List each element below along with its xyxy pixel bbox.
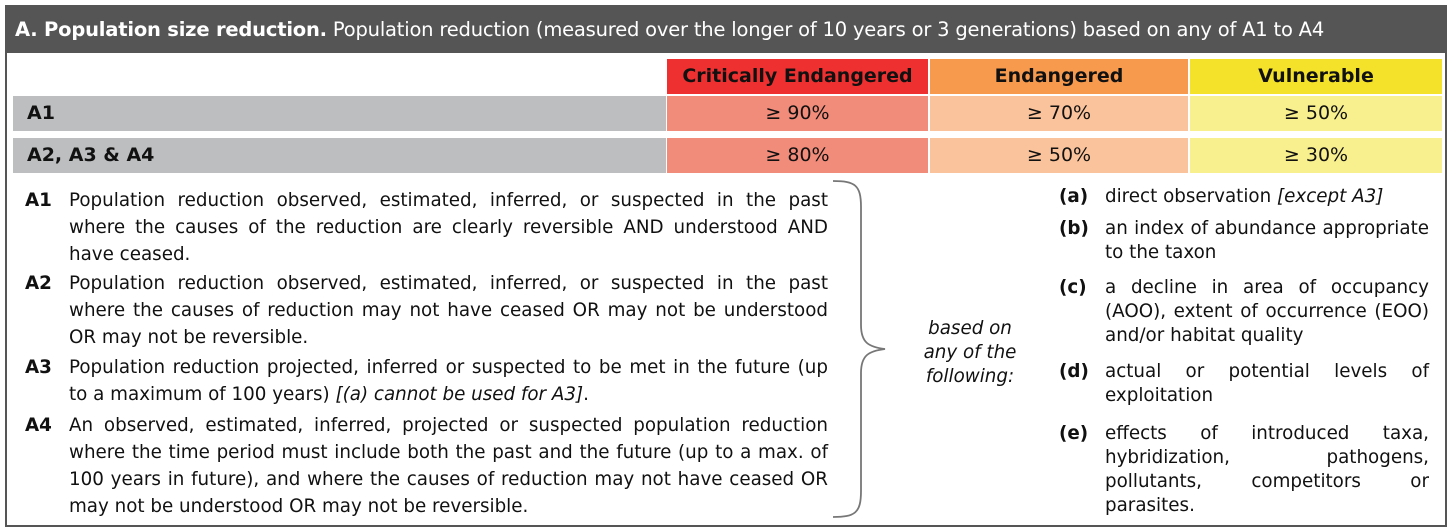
row-label-a2-a4: A2, A3 & A4	[13, 138, 666, 173]
based-on-line: any of the	[923, 342, 1017, 363]
definition-note: [(a) cannot be used for A3]	[335, 384, 584, 405]
factor-code: (d)	[1059, 361, 1089, 382]
definition-a3: A3 Population reduction projected, infer…	[25, 354, 828, 408]
definition-text: Population reduction projected, inferred…	[69, 357, 828, 405]
panel-title-text: Population reduction (measured over the …	[326, 18, 1325, 41]
definition-a2: A2 Population reduction observed, estima…	[25, 270, 828, 351]
factor-text: effects of introduced taxa, hybridizatio…	[1105, 423, 1429, 516]
panel-title: A. Population size reduction. Population…	[7, 7, 1445, 53]
factor-code: (a)	[1059, 186, 1089, 207]
factor-c: (c) a decline in area of occupancy (AOO)…	[1059, 276, 1429, 348]
threshold-a1-en: ≥ 70%	[930, 96, 1188, 131]
factor-b: (b) an index of abundance appropriate to…	[1059, 217, 1429, 265]
panel-title-bold: A. Population size reduction.	[15, 18, 327, 41]
factor-text: a decline in area of occupancy (AOO), ex…	[1105, 277, 1429, 346]
factor-code: (e)	[1059, 423, 1089, 444]
header-critically-endangered: Critically Endangered	[667, 59, 928, 94]
threshold-a1-cr: ≥ 90%	[667, 96, 928, 131]
definition-a1: A1 Population reduction observed, estima…	[25, 187, 828, 268]
threshold-a2-vu: ≥ 30%	[1190, 138, 1442, 173]
threshold-a2-cr: ≥ 80%	[667, 138, 928, 173]
based-on-line: following:	[925, 366, 1015, 387]
factor-text: an index of abundance appropriate to the…	[1105, 218, 1429, 263]
factor-e: (e) effects of introduced taxa, hybridiz…	[1059, 422, 1429, 518]
right-curly-brace-icon	[832, 180, 886, 518]
definition-a4: A4 An observed, estimated, inferred, pro…	[25, 412, 828, 520]
factor-text-wrap: direct observation [except A3]	[1105, 185, 1429, 209]
based-on-line: based on	[928, 318, 1012, 339]
definition-code: A3	[25, 357, 52, 378]
header-endangered: Endangered	[930, 59, 1188, 94]
definition-text: Population reduction observed, estimated…	[69, 273, 828, 348]
factor-text: direct observation	[1105, 186, 1278, 207]
factor-note: [except A3]	[1277, 186, 1384, 207]
criterion-a-panel: A. Population size reduction. Population…	[5, 5, 1447, 527]
factor-a: (a) direct observation [except A3]	[1059, 185, 1429, 209]
factor-code: (b)	[1059, 218, 1089, 239]
factor-d: (d) actual or potential levels of exploi…	[1059, 360, 1429, 408]
definition-text-wrap: Population reduction projected, inferred…	[69, 354, 828, 408]
definition-text: An observed, estimated, inferred, projec…	[69, 415, 828, 517]
factor-code: (c)	[1059, 277, 1087, 298]
definition-code: A1	[25, 190, 52, 211]
header-vulnerable: Vulnerable	[1190, 59, 1442, 94]
definition-text: Population reduction observed, estimated…	[69, 190, 828, 265]
threshold-a2-en: ≥ 50%	[930, 138, 1188, 173]
definition-code: A4	[25, 415, 52, 436]
threshold-a1-vu: ≥ 50%	[1190, 96, 1442, 131]
based-on-label: based on any of the following:	[905, 317, 1035, 389]
factor-text: actual or potential levels of exploitati…	[1105, 361, 1429, 406]
row-label-a1: A1	[13, 96, 666, 131]
definition-text-end: .	[583, 384, 589, 405]
definition-code: A2	[25, 273, 52, 294]
